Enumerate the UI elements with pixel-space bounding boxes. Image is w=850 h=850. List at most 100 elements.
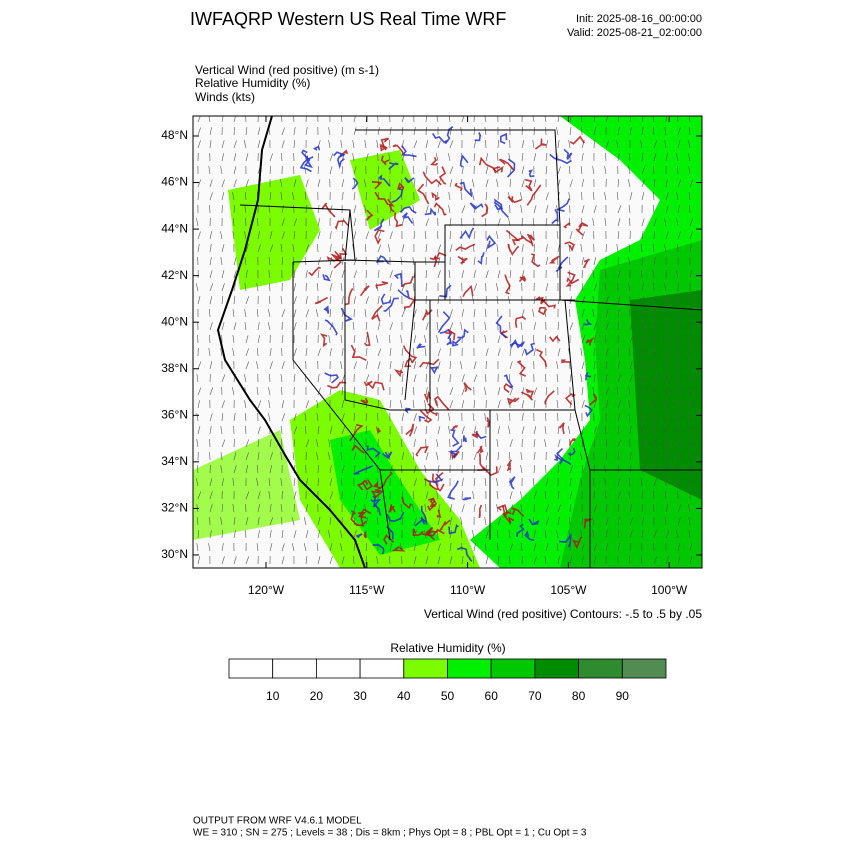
wind-barb xyxy=(281,335,284,344)
wind-barb xyxy=(521,140,525,149)
wind-barb xyxy=(245,348,249,357)
wind-barb xyxy=(353,412,355,422)
wind-barb xyxy=(197,426,201,435)
wind-barb xyxy=(269,373,271,383)
wind-barb xyxy=(677,231,681,240)
wind-barb xyxy=(581,153,584,162)
wind-barb xyxy=(641,530,644,539)
wind-barb xyxy=(569,127,572,136)
wind-barb xyxy=(581,400,585,409)
wind-barb xyxy=(245,465,249,474)
contour xyxy=(357,479,369,491)
contour xyxy=(448,524,459,535)
contour xyxy=(525,178,533,192)
wind-barb xyxy=(473,140,477,149)
wind-barb xyxy=(305,530,309,539)
wind-barb xyxy=(413,140,418,149)
contour xyxy=(481,203,489,218)
wind-barb xyxy=(688,127,691,136)
contour xyxy=(433,202,447,216)
wind-barb xyxy=(197,556,201,565)
wind-barb xyxy=(533,322,536,331)
wind-barb xyxy=(353,257,358,266)
wind-barb xyxy=(209,387,213,396)
colorbar-label: 10 xyxy=(266,689,280,703)
wind-barb xyxy=(268,387,271,396)
wind-barb xyxy=(556,127,559,136)
contour xyxy=(524,342,536,356)
wind-barb xyxy=(629,116,631,123)
wind-barb xyxy=(652,270,655,279)
wind-barb xyxy=(257,452,260,461)
wind-barb xyxy=(365,127,368,136)
wind-barb xyxy=(352,153,355,162)
wind-barb xyxy=(605,400,609,409)
wind-barb xyxy=(605,309,609,318)
wind-barb xyxy=(425,270,428,279)
contour xyxy=(544,390,555,405)
wind-barb xyxy=(461,490,463,500)
wind-barb xyxy=(688,116,691,123)
wind-barb xyxy=(197,387,202,396)
contour xyxy=(424,207,437,216)
wind-barb xyxy=(232,218,235,227)
wind-barb xyxy=(461,504,465,513)
wind-barb xyxy=(592,166,595,175)
contour xyxy=(366,209,374,221)
contour xyxy=(444,125,454,145)
wind-barb xyxy=(245,425,247,435)
wind-barb xyxy=(425,426,428,435)
wind-barb xyxy=(341,348,344,357)
wind-barb xyxy=(581,231,585,240)
wind-barb xyxy=(593,191,595,201)
contour xyxy=(477,252,485,265)
wind-barb xyxy=(269,530,272,539)
wind-barb xyxy=(317,166,319,175)
wind-barb xyxy=(557,140,560,149)
wind-barb xyxy=(413,309,417,318)
contour xyxy=(402,345,418,364)
wind-barb xyxy=(437,348,441,357)
wind-barb xyxy=(557,166,561,175)
wind-barb xyxy=(628,283,631,292)
colorbar-box xyxy=(534,658,580,679)
contour xyxy=(350,510,358,526)
wind-barb xyxy=(544,426,547,435)
wind-barb xyxy=(593,127,597,136)
colorbar-box xyxy=(447,658,492,679)
wind-barb xyxy=(533,387,538,396)
contour xyxy=(450,450,460,461)
contour xyxy=(363,380,373,387)
wind-barb xyxy=(473,504,476,513)
wind-barb xyxy=(640,140,643,149)
contour xyxy=(375,255,390,265)
wind-barb xyxy=(677,165,679,175)
map xyxy=(193,116,702,568)
contour xyxy=(503,374,514,389)
contour xyxy=(455,243,476,252)
wind-barb xyxy=(365,153,369,162)
wind-barb xyxy=(413,231,416,240)
wind-barb xyxy=(532,140,535,149)
wind-barb xyxy=(329,322,334,331)
wind-barb xyxy=(497,270,501,279)
wind-barb xyxy=(244,283,247,292)
wind-barb xyxy=(532,478,535,487)
contour xyxy=(400,145,417,158)
wind-barb xyxy=(329,309,331,318)
wind-barb xyxy=(364,309,367,318)
wind-barb xyxy=(473,452,478,461)
wind-barb xyxy=(461,400,464,409)
wind-barb xyxy=(545,335,547,344)
contour xyxy=(428,408,438,416)
wind-barb xyxy=(617,465,620,474)
contour xyxy=(371,305,383,322)
wind-barb xyxy=(545,478,549,487)
wind-barb xyxy=(533,543,537,552)
contour xyxy=(560,359,571,364)
wind-barb xyxy=(196,374,199,383)
wind-barb xyxy=(485,139,487,149)
wind-barb xyxy=(280,179,283,188)
wind-barb xyxy=(436,116,439,123)
wind-barb xyxy=(316,452,319,461)
